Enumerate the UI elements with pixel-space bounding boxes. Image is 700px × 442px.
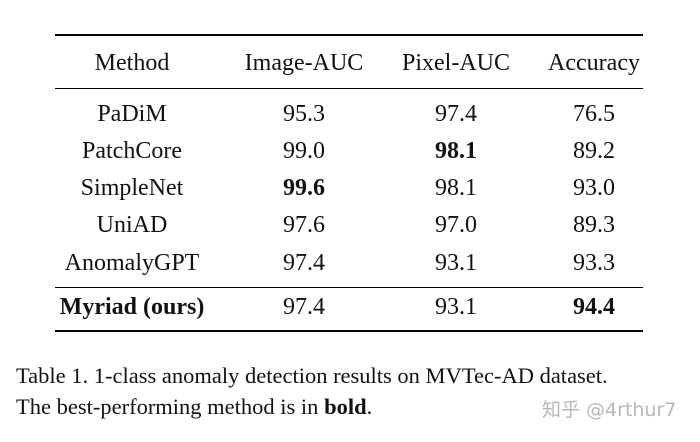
method-cell: SimpleNet — [80, 175, 184, 201]
image-auc-cell: 99.0 — [283, 138, 325, 164]
column-header-method: Method — [94, 50, 170, 76]
caption-bold-word: bold — [324, 394, 367, 419]
image-auc-cell: 97.4 — [283, 250, 325, 276]
accuracy-cell-best: 94.4 — [573, 294, 615, 320]
pixel-auc-cell: 98.1 — [435, 175, 477, 201]
accuracy-cell: 89.2 — [573, 138, 615, 164]
method-cell: PatchCore — [82, 138, 182, 164]
caption-line-1: Table 1. 1-class anomaly detection resul… — [16, 363, 608, 388]
watermark-text: 知乎 @4rthur7 — [542, 399, 677, 421]
image-auc-cell: 97.4 — [283, 294, 325, 320]
method-cell: AnomalyGPT — [64, 250, 200, 276]
pixel-auc-cell: 97.0 — [435, 212, 477, 238]
caption-line-2-suffix: . — [366, 394, 373, 419]
method-cell-ours: Myriad (ours) — [59, 294, 205, 320]
pixel-auc-cell: 97.4 — [435, 101, 477, 127]
accuracy-cell: 93.3 — [573, 250, 615, 276]
table-ours-rule — [55, 287, 643, 288]
caption-line-2-prefix: The best-performing method is in — [16, 394, 325, 419]
pixel-auc-cell: 93.1 — [435, 250, 477, 276]
pixel-auc-cell-best: 98.1 — [435, 138, 477, 164]
accuracy-cell: 89.3 — [573, 212, 615, 238]
image-auc-cell: 95.3 — [283, 101, 325, 127]
caption-line-2: The best-performing method is in bold. — [16, 393, 372, 421]
method-cell: UniAD — [96, 212, 168, 238]
column-header-accuracy: Accuracy — [548, 50, 640, 76]
column-header-pixel-auc: Pixel-AUC — [402, 50, 510, 76]
pixel-auc-cell: 93.1 — [435, 294, 477, 320]
column-header-image-auc: Image-AUC — [244, 50, 364, 76]
accuracy-cell: 76.5 — [573, 101, 615, 127]
table-header-rule — [55, 88, 643, 89]
method-cell: PaDiM — [97, 101, 167, 127]
table-top-rule — [55, 34, 643, 36]
accuracy-cell: 93.0 — [573, 175, 615, 201]
image-auc-cell-best: 99.6 — [283, 175, 325, 201]
table-bottom-rule — [55, 330, 643, 332]
image-auc-cell: 97.6 — [283, 212, 325, 238]
